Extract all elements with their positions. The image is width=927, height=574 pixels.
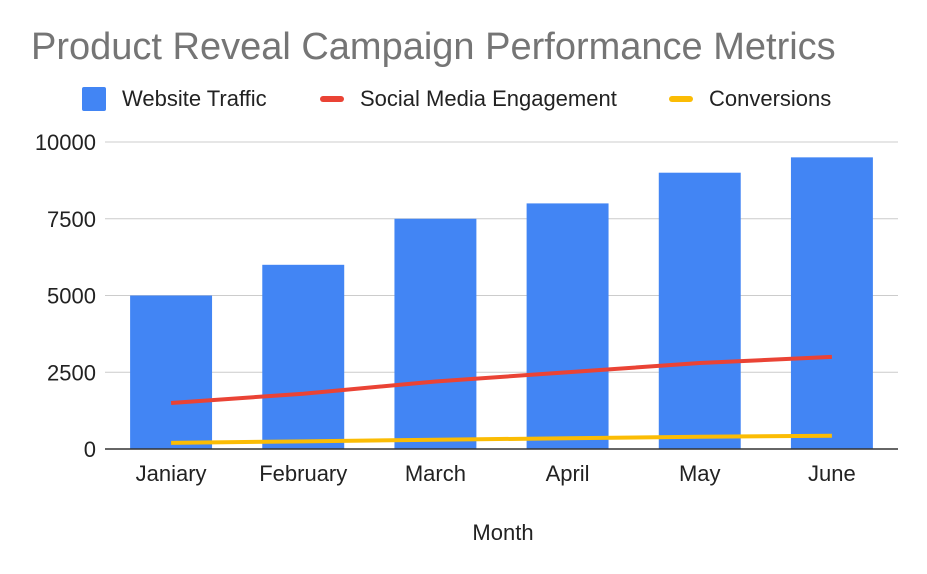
bar-april	[526, 203, 609, 449]
legend-swatch	[320, 96, 344, 102]
x-tick-label: May	[679, 461, 721, 486]
y-tick-label: 5000	[47, 284, 96, 309]
line-series	[170, 354, 833, 445]
x-tick-label: February	[259, 461, 347, 486]
legend-item-social-media-engagement[interactable]: Social Media Engagement	[320, 86, 617, 111]
y-tick-label: 10000	[35, 130, 96, 155]
line-social-media-engagement	[170, 354, 833, 405]
y-tick-label: 2500	[47, 360, 96, 385]
line-conversions	[171, 433, 832, 445]
y-tick-label: 0	[84, 437, 96, 462]
y-axis-ticks: 0 2500 5000 7500 10000	[35, 130, 96, 462]
x-axis-title: Month	[472, 520, 533, 545]
gridlines	[105, 141, 898, 373]
bar-march	[394, 218, 477, 449]
bar-may	[658, 172, 741, 449]
legend-label: Social Media Engagement	[360, 86, 617, 111]
bar-janiary	[130, 295, 213, 449]
x-tick-label: April	[546, 461, 590, 486]
bar-series	[130, 157, 873, 449]
legend-label: Website Traffic	[122, 86, 267, 111]
x-tick-label: June	[808, 461, 856, 486]
bar-february	[262, 264, 345, 449]
y-tick-label: 7500	[47, 207, 96, 232]
x-axis-ticks: Janiary February March April May June	[136, 461, 856, 486]
bar-june	[790, 157, 873, 449]
x-tick-label: March	[405, 461, 466, 486]
chart-legend: Website Traffic Social Media Engagement Co…	[82, 86, 831, 111]
legend-item-website-traffic[interactable]: Website Traffic	[82, 86, 267, 111]
legend-item-conversions[interactable]: Conversions	[669, 86, 831, 111]
legend-swatch	[82, 87, 106, 111]
chart-title: Product Reveal Campaign Performance Metr…	[31, 26, 836, 68]
legend-label: Conversions	[709, 86, 831, 111]
x-tick-label: Janiary	[136, 461, 207, 486]
legend-swatch	[669, 96, 693, 102]
